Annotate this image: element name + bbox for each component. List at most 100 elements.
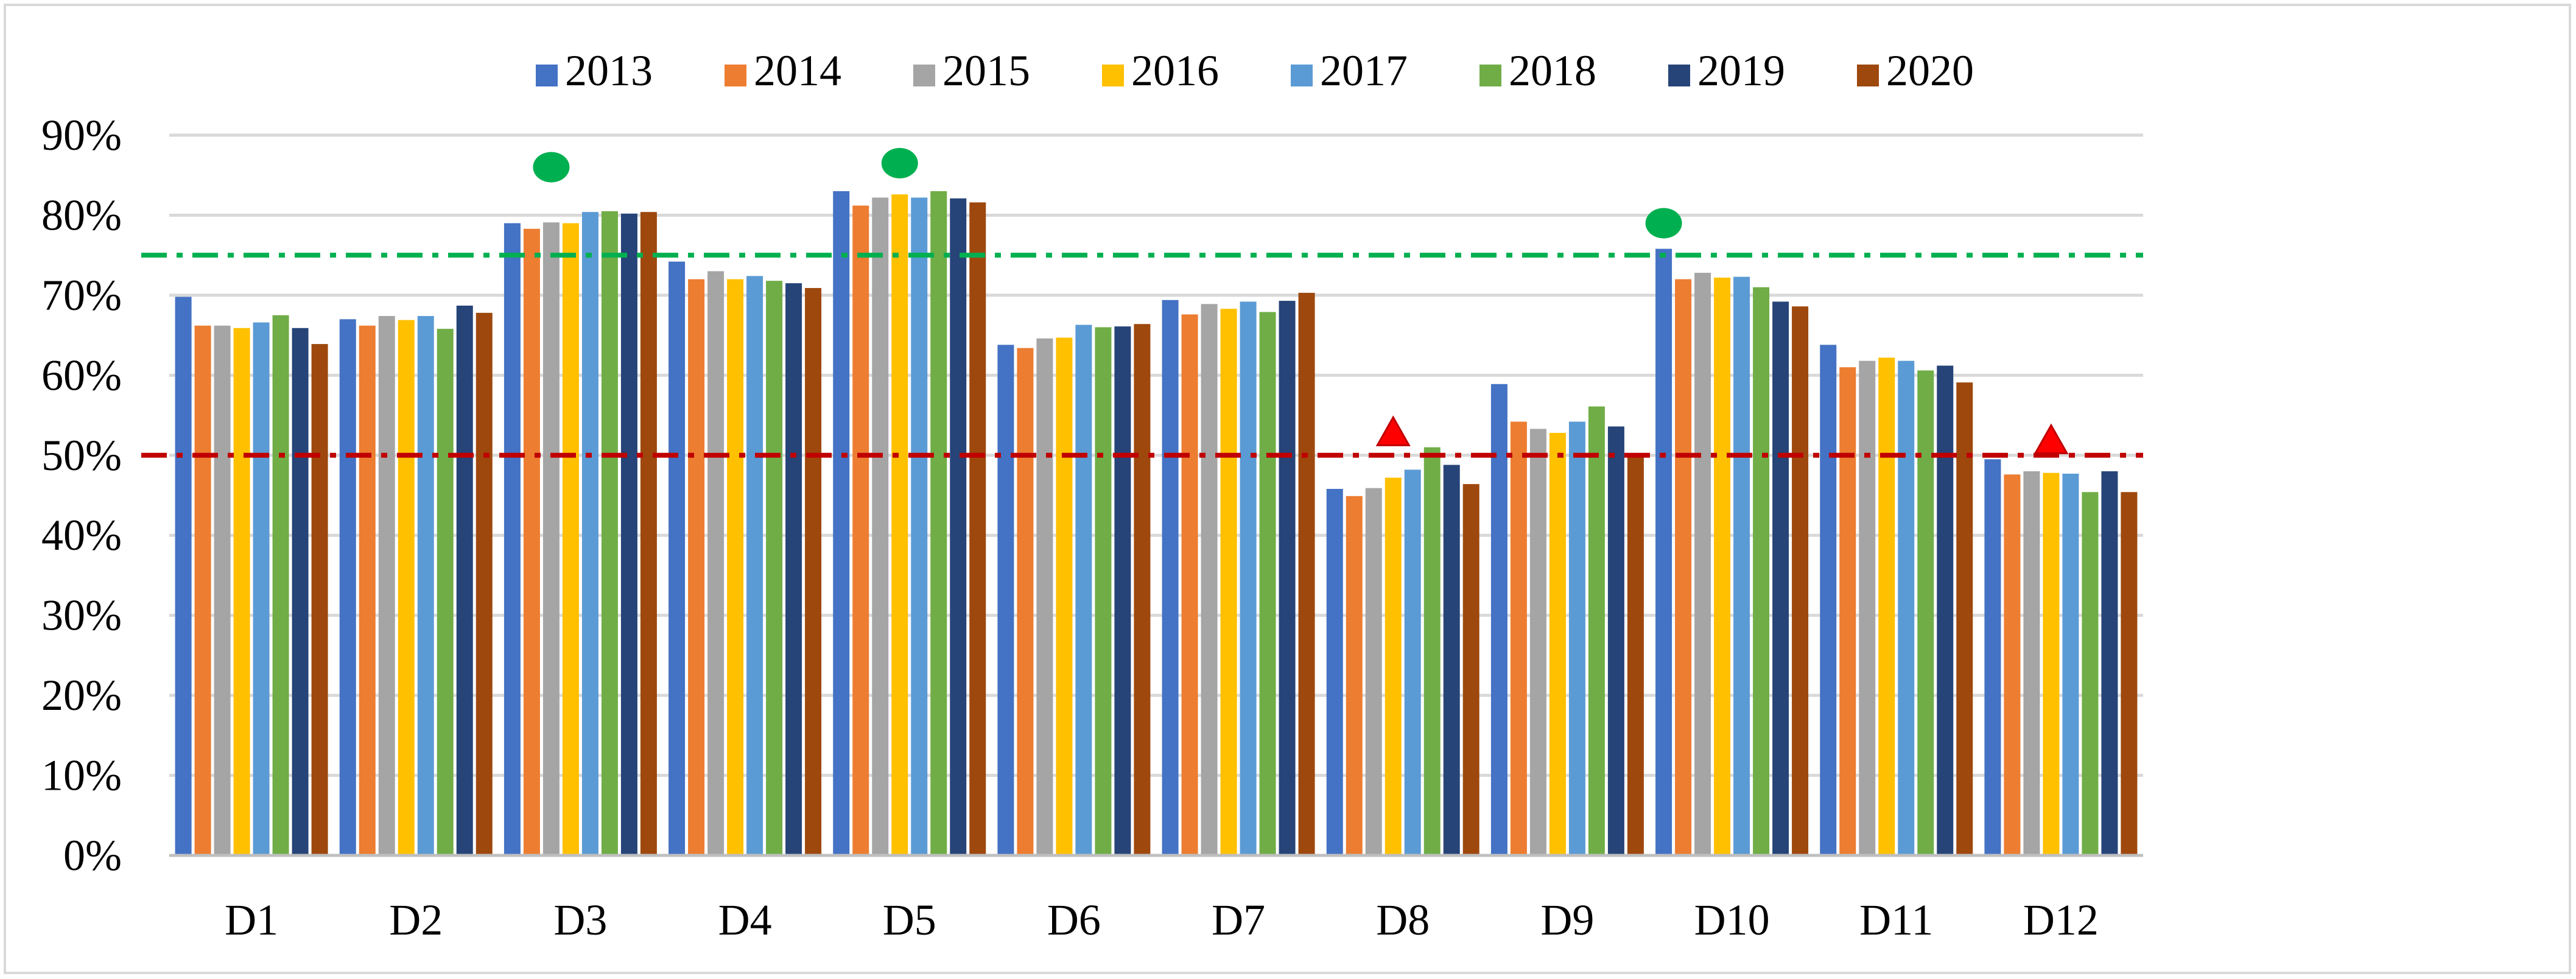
bar-D3-2014 — [523, 228, 540, 855]
bar-D11-2017 — [1898, 360, 1915, 855]
bar-D1-2017 — [253, 322, 270, 855]
bar-D4-2020 — [805, 288, 822, 855]
bar-D6-2013 — [997, 345, 1014, 855]
bar-D11-2020 — [1956, 382, 1973, 855]
bar-D1-2013 — [175, 297, 192, 855]
legend-swatch-2016 — [1102, 65, 1124, 86]
bar-D2-2013 — [339, 319, 356, 855]
markers — [533, 148, 2069, 454]
marker-circle-D5 — [881, 148, 918, 179]
bar-D2-2014 — [359, 325, 376, 855]
y-axis-tick-labels: 0% 10% 20% 30% 40% 50% 60% 70% 80% 90% — [41, 111, 122, 880]
marker-triangle-D12 — [2034, 423, 2069, 454]
legend-label-2015: 2015 — [942, 46, 1030, 95]
bar-D12-2019 — [2101, 471, 2118, 855]
bar-D2-2018 — [437, 329, 454, 855]
bar-D8-2018 — [1423, 447, 1441, 855]
bar-D5-2013 — [833, 191, 850, 855]
bar-D6-2017 — [1075, 325, 1092, 855]
bar-D10-2013 — [1655, 248, 1672, 855]
bar-D3-2020 — [640, 212, 657, 856]
x-tick-label: D10 — [1694, 896, 1770, 944]
legend-swatch-2018 — [1479, 65, 1501, 86]
bar-D7-2014 — [1181, 314, 1198, 855]
bar-D2-2019 — [456, 305, 473, 855]
gridlines — [169, 133, 2143, 777]
bars — [175, 191, 2138, 856]
x-tick-label: D4 — [718, 896, 772, 944]
bar-D6-2016 — [1056, 337, 1073, 855]
marker-circle-D3 — [533, 152, 570, 183]
bar-D10-2016 — [1714, 277, 1731, 856]
bar-D3-2018 — [601, 211, 618, 856]
bar-D6-2014 — [1017, 348, 1034, 855]
x-tick-label: D5 — [883, 896, 936, 944]
bar-D5-2015 — [872, 197, 889, 856]
bar-D7-2015 — [1201, 304, 1218, 855]
bar-D5-2017 — [911, 197, 928, 856]
bar-D9-2019 — [1607, 426, 1624, 855]
bar-D12-2014 — [2004, 474, 2021, 855]
x-tick-label: D11 — [1859, 896, 1933, 944]
y-tick-label: 10% — [41, 751, 122, 800]
bar-D5-2014 — [852, 205, 869, 855]
bar-D8-2017 — [1404, 469, 1421, 855]
y-tick-label: 90% — [41, 111, 122, 160]
y-tick-label: 80% — [41, 191, 122, 239]
bar-D8-2014 — [1346, 496, 1363, 855]
bar-D10-2014 — [1675, 279, 1692, 856]
bar-D12-2016 — [2043, 472, 2060, 855]
bar-D5-2019 — [950, 198, 967, 856]
bar-D10-2017 — [1733, 276, 1750, 855]
legend-swatch-2020 — [1857, 65, 1879, 86]
bar-D9-2015 — [1529, 429, 1546, 855]
legend-label-2019: 2019 — [1697, 46, 1785, 95]
x-axis: D1 D2 D3 D4 D5 D6 D7 D8 D9 D10 D11 D12 — [169, 854, 2143, 944]
bar-D9-2013 — [1490, 384, 1507, 855]
bar-D2-2020 — [476, 312, 493, 855]
bar-D5-2016 — [891, 194, 908, 855]
legend: 2013 2014 2015 2016 2017 2018 2019 2020 — [536, 46, 1974, 95]
bar-D2-2016 — [398, 320, 415, 855]
x-tick-label: D3 — [553, 896, 607, 944]
bar-D6-2020 — [1134, 324, 1151, 855]
x-tick-label: D9 — [1540, 896, 1594, 944]
x-tick-label: D1 — [225, 896, 278, 944]
bar-D7-2013 — [1162, 300, 1179, 856]
bar-D8-2013 — [1326, 488, 1343, 855]
bar-D8-2016 — [1385, 477, 1402, 855]
bar-D10-2018 — [1753, 287, 1770, 855]
bar-D11-2015 — [1859, 360, 1876, 855]
y-tick-label: 20% — [41, 671, 122, 720]
legend-label-2017: 2017 — [1320, 46, 1408, 95]
bar-D12-2015 — [2023, 471, 2040, 855]
bar-D8-2019 — [1443, 465, 1460, 855]
bar-D7-2017 — [1240, 301, 1257, 856]
legend-swatch-2017 — [1291, 65, 1313, 86]
bar-D4-2019 — [785, 283, 802, 855]
bar-D10-2015 — [1694, 273, 1711, 855]
bar-D10-2020 — [1792, 306, 1809, 855]
bar-D8-2015 — [1365, 488, 1382, 855]
bar-D1-2018 — [272, 315, 289, 855]
bar-D3-2019 — [620, 213, 637, 855]
bar-D3-2017 — [581, 212, 598, 856]
legend-label-2020: 2020 — [1886, 46, 1974, 95]
x-tick-label: D8 — [1376, 896, 1430, 944]
bar-D9-2014 — [1510, 421, 1527, 855]
x-tick-label: D6 — [1047, 896, 1101, 944]
legend-label-2013: 2013 — [565, 46, 653, 95]
y-tick-label: 0% — [63, 831, 122, 880]
legend-swatch-2014 — [725, 65, 746, 86]
y-tick-label: 40% — [41, 511, 122, 560]
x-tick-label: D2 — [389, 896, 443, 944]
bar-D7-2016 — [1220, 309, 1237, 855]
bar-D3-2013 — [504, 223, 521, 856]
legend-swatch-2019 — [1668, 65, 1690, 86]
bar-D4-2016 — [727, 279, 744, 856]
y-tick-label: 30% — [41, 591, 122, 640]
bar-D4-2018 — [766, 281, 783, 855]
legend-label-2016: 2016 — [1131, 46, 1219, 95]
bar-D6-2018 — [1095, 327, 1112, 855]
